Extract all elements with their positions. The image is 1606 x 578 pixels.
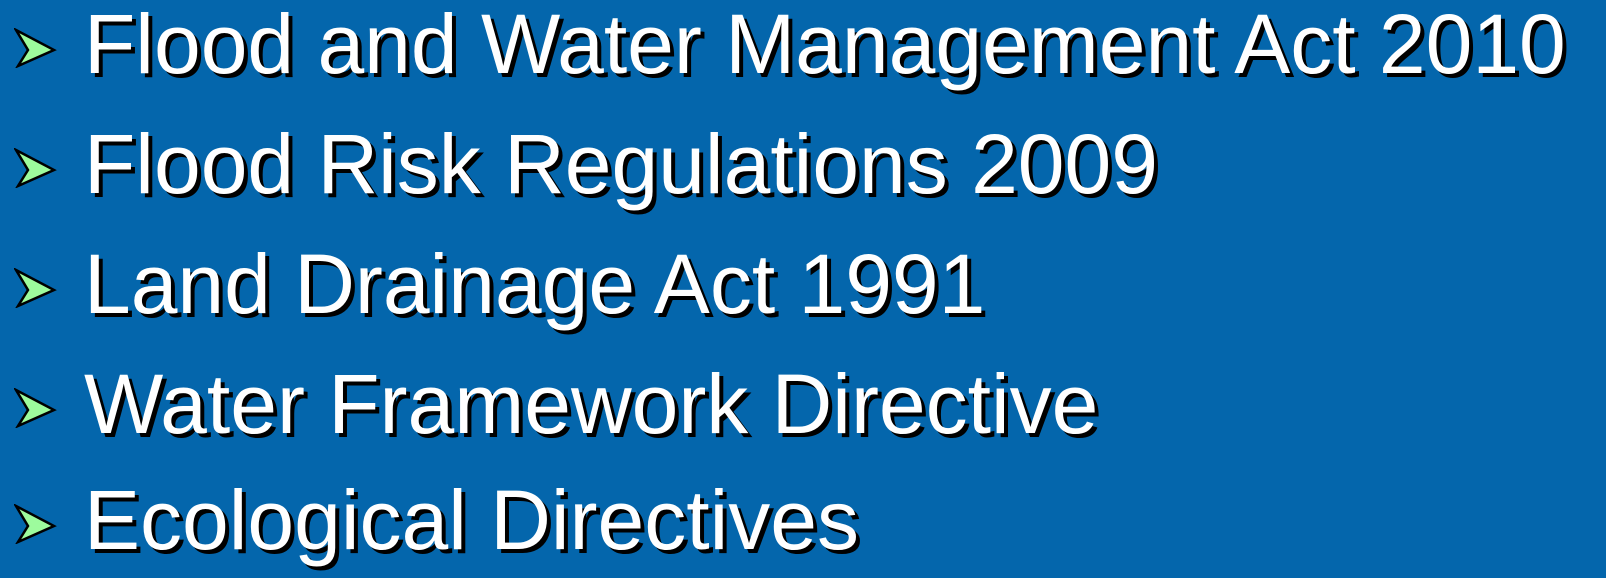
bullet-text: Land Drainage Act 1991 — [84, 237, 986, 331]
bullet-arrow — [14, 148, 57, 188]
bullet-arrow — [14, 388, 57, 428]
bullet-item: Land Drainage Act 1991 — [0, 234, 1606, 344]
bullet-text: Flood Risk Regulations 2009 — [84, 117, 1158, 211]
bullet-item: Flood and Water Management Act 2010 — [0, 0, 1606, 104]
bullet-arrow — [14, 28, 57, 68]
bullet-text: Ecological Directives — [84, 473, 859, 567]
bullet-item: Flood Risk Regulations 2009 — [0, 114, 1606, 224]
bullet-text: Flood and Water Management Act 2010 — [84, 0, 1566, 91]
bullet-arrow — [14, 268, 57, 308]
bullet-item: Ecological Directives — [0, 470, 1606, 578]
bullet-item: Water Framework Directive — [0, 354, 1606, 464]
bullet-arrow — [14, 504, 57, 544]
bullet-text: Water Framework Directive — [84, 357, 1099, 451]
